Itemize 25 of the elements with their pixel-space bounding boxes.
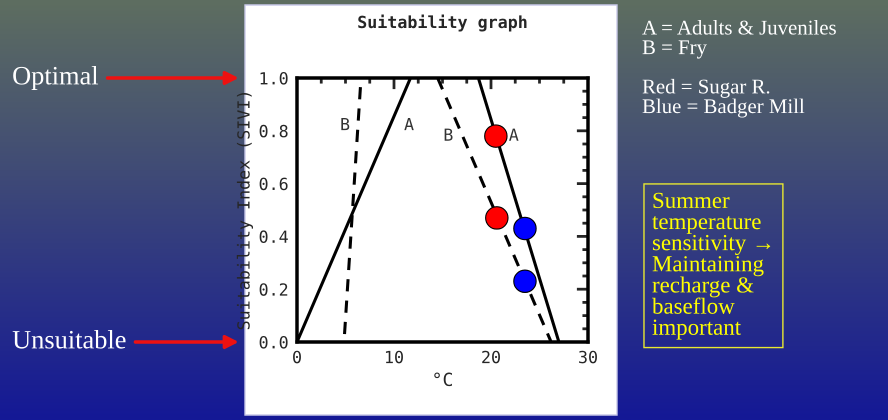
text: Unsuitable	[12, 330, 126, 349]
y-tick-label: 0.6	[260, 178, 288, 190]
point	[484, 124, 508, 148]
point	[485, 206, 509, 230]
y-tick-label: 0.2	[260, 283, 288, 296]
y-tick-label: 0.0	[260, 336, 288, 349]
text: Optimal	[13, 66, 98, 90]
y-tick-label: 0.8	[260, 124, 288, 138]
chart-title: Suitability graph	[358, 14, 526, 32]
annotation: A	[509, 128, 519, 141]
annotation: A	[404, 118, 414, 130]
x-axis-title: °C	[434, 372, 452, 386]
x-tick-label: 30	[579, 350, 597, 364]
y-tick-label: 0.4	[260, 230, 288, 244]
point	[513, 270, 537, 294]
x-tick-label: 10	[386, 350, 403, 364]
y-tick-label: 1.0	[260, 72, 288, 85]
annotation: B	[341, 118, 350, 130]
text: A = Adults & Juveniles B = Fry Red = Sugar R. Blue = Badger Mill	[642, 20, 836, 118]
point	[513, 216, 537, 240]
text: Summer temperature sensitivity → Maintaining recharge & baseflow important	[652, 192, 770, 340]
y-axis-title: Suitability Index (SIVI)	[236, 93, 254, 330]
x-tick-label: 20	[482, 350, 500, 364]
x-tick-label: 0	[293, 350, 301, 364]
annotation: B	[444, 128, 453, 141]
